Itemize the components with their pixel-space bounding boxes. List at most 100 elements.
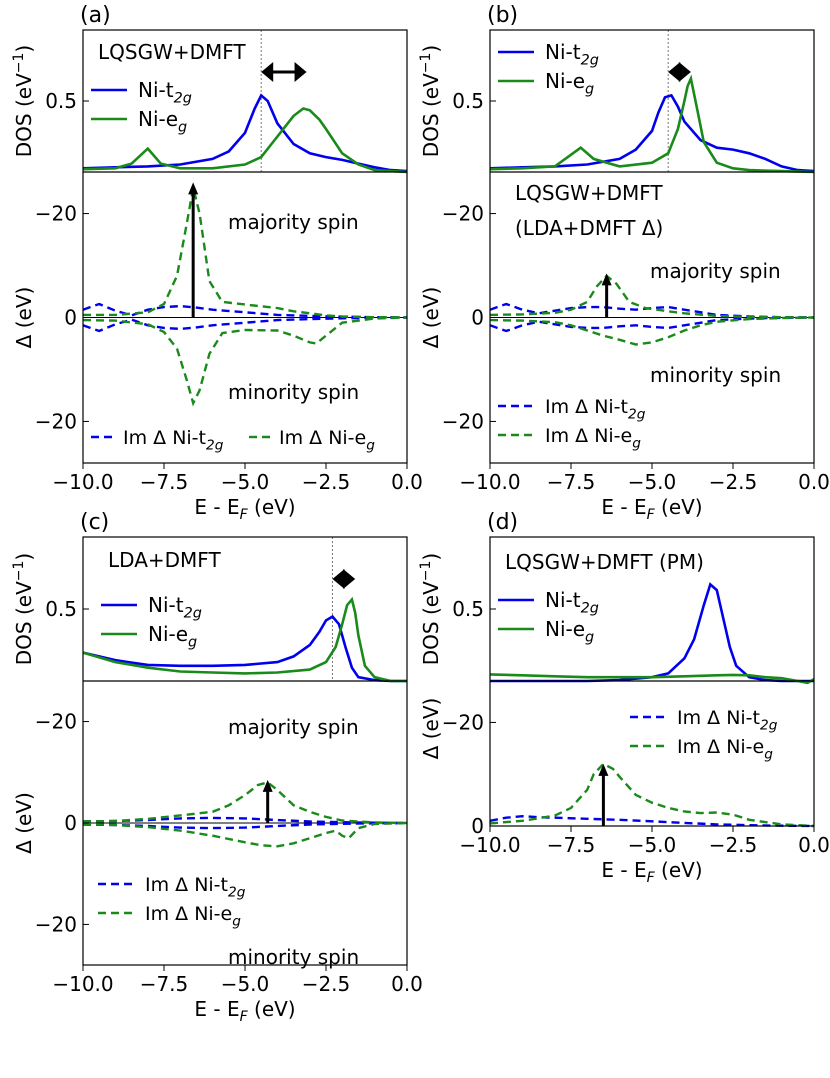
x-tick-label: −5.0 [221, 972, 270, 996]
delta-tick-label: −20 [35, 202, 77, 226]
peak-arrowhead [601, 273, 612, 286]
dos-tick-label: 0.5 [45, 597, 77, 621]
panel-d: (d) 0.5 DOS (eV−1) LQSGW+DMFT (PM) Ni-t2gNi-… [418, 510, 830, 886]
x-tick-label: −2.5 [709, 833, 758, 857]
shift-arrowhead-left [668, 62, 681, 82]
legend-label-t2g: Im Δ Ni-t2g [545, 396, 646, 422]
dos-line-eg [489, 673, 815, 685]
delta-line-t2g [489, 814, 815, 828]
peak-arrowhead [262, 779, 273, 792]
dos-line-eg [82, 596, 407, 683]
delta-axis-label: Δ (eV) [12, 287, 36, 349]
dos-line-t2g [489, 93, 815, 173]
legend-label-t2g: Im Δ Ni-t2g [123, 427, 224, 453]
axes-frame [489, 29, 815, 464]
delta-line-eg [489, 316, 815, 346]
dos-tick-label: 0.5 [452, 89, 484, 113]
legend-label-eg: Ni-eg [545, 617, 594, 646]
delta-line-t2g [82, 316, 408, 333]
delta-tick-label: 0 [471, 306, 484, 330]
panel-label: (a) [80, 3, 111, 28]
dos-axis-label: DOS (eV−1) [418, 553, 443, 665]
legend-label-t2g: Im Δ Ni-t2g [145, 874, 246, 900]
x-tick-label: −5.0 [221, 470, 270, 494]
x-tick-label: 0.0 [798, 833, 830, 857]
legend-label-eg: Ni-eg [138, 107, 187, 136]
delta-line-t2g [489, 302, 815, 319]
delta-line-t2g [82, 821, 408, 830]
legend-label-eg: Im Δ Ni-eg [545, 425, 641, 451]
x-axis-label: E - EF (eV) [601, 858, 702, 886]
panel-label: (c) [80, 510, 109, 535]
majority-spin-label: majority spin [650, 259, 781, 283]
delta-line-eg [83, 187, 408, 319]
delta-line-t2g [489, 316, 815, 333]
shift-arrowhead-right [343, 569, 356, 589]
x-axis-label: E - EF (eV) [601, 495, 702, 523]
dos-title: LDA+DMFT [108, 548, 221, 572]
dos-tick-label: 0.5 [45, 89, 77, 113]
legend-label-t2g: Ni-t2g [138, 78, 192, 107]
x-tick-label: −7.5 [547, 470, 596, 494]
minority-spin-label: minority spin [228, 380, 359, 404]
delta-axis-label: Δ (eV) [419, 287, 443, 349]
shift-arrowhead-right [294, 62, 307, 82]
x-tick-label: −2.5 [709, 470, 758, 494]
x-tick-label: 0.0 [798, 470, 830, 494]
legend-label-eg: Im Δ Ni-eg [677, 736, 773, 762]
x-tick-label: −10.0 [52, 470, 113, 494]
legend-label-t2g: Ni-t2g [148, 593, 202, 622]
delta-line-eg [489, 762, 815, 828]
x-tick-label: −5.0 [628, 833, 677, 857]
dos-tick-label: 0.5 [452, 597, 484, 621]
panel-label: (b) [487, 3, 518, 28]
peak-arrowhead [598, 763, 609, 776]
delta-tick-label: −20 [442, 710, 484, 734]
delta-axis-label: Δ (eV) [12, 792, 36, 854]
delta-tick-label: −20 [442, 409, 484, 433]
dos-title: LQSGW+DMFT (PM) [505, 550, 704, 574]
majority-spin-label: majority spin [228, 715, 359, 739]
majority-spin-label: majority spin [228, 210, 359, 234]
x-tick-label: −2.5 [302, 972, 351, 996]
delta-line-eg [82, 821, 408, 848]
legend-label-t2g: Ni-t2g [545, 40, 599, 69]
delta-tick-label: 0 [64, 811, 77, 835]
delta-title: LQSGW+DMFT [515, 181, 663, 205]
dos-title: LQSGW+DMFT [98, 40, 246, 64]
x-tick-label: −10.0 [459, 470, 520, 494]
delta-title: (LDA+DMFT Δ) [515, 216, 663, 240]
legend-label-t2g: Ni-t2g [545, 588, 599, 617]
dos-line-eg [82, 107, 408, 174]
x-axis-label: E - EF (eV) [194, 495, 295, 523]
delta-line-t2g [82, 816, 408, 825]
x-tick-label: −7.5 [140, 470, 189, 494]
legend-label-eg: Ni-eg [545, 69, 594, 98]
delta-line-t2g [82, 302, 408, 319]
shift-arrowhead-left [332, 569, 345, 589]
delta-axis-label: Δ (eV) [419, 698, 443, 760]
axes-frame [82, 536, 408, 966]
delta-tick-label: −20 [35, 710, 77, 734]
delta-tick-label: −20 [35, 409, 77, 433]
x-tick-label: −10.0 [52, 972, 113, 996]
legend-label-t2g: Im Δ Ni-t2g [677, 707, 778, 733]
dos-axis-label: DOS (eV−1) [11, 553, 36, 665]
minority-spin-label: minority spin [650, 363, 781, 387]
shift-arrowhead-left [261, 62, 274, 82]
delta-tick-label: 0 [471, 814, 484, 838]
dos-axis-label: DOS (eV−1) [11, 45, 36, 157]
x-tick-label: 0.0 [391, 470, 423, 494]
panel-label: (d) [487, 510, 518, 535]
x-axis-label: E - EF (eV) [194, 997, 295, 1025]
dos-line-t2g [490, 582, 814, 683]
dos-line-t2g [82, 93, 408, 173]
dos-line-t2g [82, 614, 407, 683]
x-tick-label: −7.5 [140, 972, 189, 996]
dos-axis-label: DOS (eV−1) [418, 45, 443, 157]
